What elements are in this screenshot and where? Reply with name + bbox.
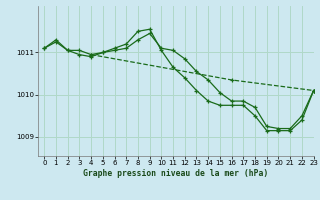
X-axis label: Graphe pression niveau de la mer (hPa): Graphe pression niveau de la mer (hPa) (84, 169, 268, 178)
